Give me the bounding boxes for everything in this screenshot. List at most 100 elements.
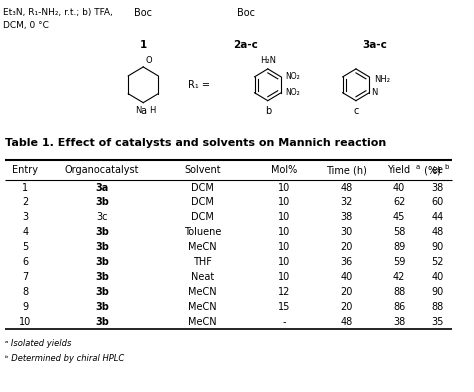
Text: N: N — [135, 106, 141, 114]
Text: 88: 88 — [393, 287, 405, 297]
Text: 62: 62 — [393, 198, 405, 207]
Text: N: N — [371, 88, 377, 97]
Text: 1: 1 — [139, 40, 147, 50]
Text: 10: 10 — [278, 272, 290, 282]
Text: Boc: Boc — [134, 8, 152, 18]
Text: DCM: DCM — [191, 212, 214, 222]
Text: 20: 20 — [340, 302, 353, 312]
Text: 9: 9 — [22, 302, 28, 312]
Text: DCM: DCM — [191, 198, 214, 207]
Text: 3b: 3b — [95, 287, 109, 297]
Text: ee: ee — [431, 165, 443, 175]
Text: a: a — [416, 164, 420, 170]
Text: Organocatalyst: Organocatalyst — [65, 165, 139, 175]
Text: MeCN: MeCN — [188, 317, 217, 327]
Text: Solvent: Solvent — [184, 165, 221, 175]
Text: 45: 45 — [393, 212, 405, 222]
Text: Boc: Boc — [237, 8, 255, 18]
Text: 3a-c: 3a-c — [363, 40, 388, 50]
Text: 59: 59 — [393, 257, 405, 267]
Text: 6: 6 — [22, 257, 28, 267]
Text: 10: 10 — [19, 317, 31, 327]
Text: H₂N: H₂N — [260, 56, 276, 65]
Text: 10: 10 — [278, 257, 290, 267]
Text: 4: 4 — [22, 227, 28, 237]
Text: THF: THF — [193, 257, 212, 267]
Text: ᵇ Determined by chiral HPLC: ᵇ Determined by chiral HPLC — [5, 354, 125, 363]
Text: 10: 10 — [278, 242, 290, 252]
Text: H: H — [149, 106, 155, 114]
Text: Mol%: Mol% — [271, 165, 297, 175]
Text: 15: 15 — [278, 302, 290, 312]
Text: 40: 40 — [340, 272, 353, 282]
Text: 3b: 3b — [95, 272, 109, 282]
Text: ᵃ Isolated yields: ᵃ Isolated yields — [5, 339, 72, 348]
Text: MeCN: MeCN — [188, 302, 217, 312]
Text: 2: 2 — [22, 198, 28, 207]
Text: b: b — [444, 164, 448, 170]
Text: R₁ =: R₁ = — [188, 80, 210, 90]
Text: 38: 38 — [340, 212, 353, 222]
Text: 5: 5 — [22, 242, 28, 252]
Text: 10: 10 — [278, 212, 290, 222]
Text: 3b: 3b — [95, 317, 109, 327]
Text: 48: 48 — [340, 183, 353, 192]
Text: NH₂: NH₂ — [374, 75, 390, 84]
Text: b: b — [264, 106, 271, 116]
Text: 35: 35 — [431, 317, 444, 327]
Text: 10: 10 — [278, 183, 290, 192]
Text: Yield: Yield — [388, 165, 410, 175]
Text: 20: 20 — [340, 287, 353, 297]
Text: 2a-c: 2a-c — [233, 40, 258, 50]
Text: 3b: 3b — [95, 227, 109, 237]
Text: 90: 90 — [431, 287, 444, 297]
Text: -: - — [283, 317, 286, 327]
Text: 90: 90 — [431, 242, 444, 252]
Text: (%): (%) — [420, 165, 440, 175]
Text: 88: 88 — [431, 302, 444, 312]
Text: 52: 52 — [431, 257, 444, 267]
Text: Toluene: Toluene — [184, 227, 221, 237]
Text: 8: 8 — [22, 287, 28, 297]
Text: 3c: 3c — [96, 212, 108, 222]
Text: 36: 36 — [340, 257, 353, 267]
Text: 48: 48 — [431, 227, 444, 237]
Text: c: c — [353, 106, 359, 116]
Text: a: a — [140, 106, 146, 116]
Text: 10: 10 — [278, 227, 290, 237]
Text: 3b: 3b — [95, 198, 109, 207]
Text: 3a: 3a — [95, 183, 109, 192]
Text: 12: 12 — [278, 287, 290, 297]
Text: Time (h): Time (h) — [326, 165, 367, 175]
Text: 44: 44 — [431, 212, 444, 222]
Text: 40: 40 — [393, 183, 405, 192]
Text: Et₃N, R₁-NH₂, r.t.; b) TFA,
DCM, 0 °C: Et₃N, R₁-NH₂, r.t.; b) TFA, DCM, 0 °C — [3, 8, 113, 30]
Text: 32: 32 — [340, 198, 353, 207]
Text: Table 1. Effect of catalysts and solvents on Mannich reaction: Table 1. Effect of catalysts and solvent… — [5, 138, 386, 148]
Text: MeCN: MeCN — [188, 242, 217, 252]
Text: 3b: 3b — [95, 257, 109, 267]
Text: 48: 48 — [340, 317, 353, 327]
Text: 60: 60 — [431, 198, 444, 207]
Text: 30: 30 — [340, 227, 353, 237]
Text: 42: 42 — [393, 272, 405, 282]
Text: 3b: 3b — [95, 242, 109, 252]
Text: 38: 38 — [431, 183, 444, 192]
Text: 1: 1 — [22, 183, 28, 192]
Text: Neat: Neat — [191, 272, 214, 282]
Text: NO₂: NO₂ — [285, 88, 300, 97]
Text: 7: 7 — [22, 272, 28, 282]
Text: 3: 3 — [22, 212, 28, 222]
Text: 3b: 3b — [95, 302, 109, 312]
Text: Entry: Entry — [12, 165, 38, 175]
Text: 89: 89 — [393, 242, 405, 252]
Text: 10: 10 — [278, 198, 290, 207]
Text: 38: 38 — [393, 317, 405, 327]
Text: MeCN: MeCN — [188, 287, 217, 297]
Text: O: O — [145, 56, 152, 65]
Text: NO₂: NO₂ — [285, 73, 300, 82]
Text: 58: 58 — [393, 227, 405, 237]
Text: 20: 20 — [340, 242, 353, 252]
Text: 40: 40 — [431, 272, 444, 282]
Text: 86: 86 — [393, 302, 405, 312]
